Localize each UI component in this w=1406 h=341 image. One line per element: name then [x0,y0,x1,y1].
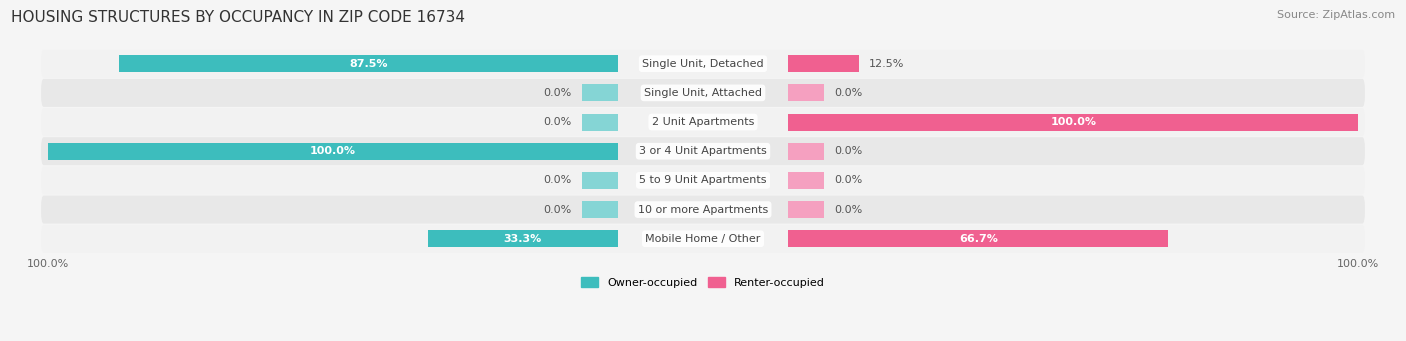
Text: 12.5%: 12.5% [869,59,904,69]
Text: 33.3%: 33.3% [503,234,543,244]
Bar [789,230,1168,247]
FancyBboxPatch shape [41,108,1365,136]
Bar [789,55,824,72]
Text: 0.0%: 0.0% [544,88,572,98]
Legend: Owner-occupied, Renter-occupied: Owner-occupied, Renter-occupied [576,273,830,293]
Text: 3 or 4 Unit Apartments: 3 or 4 Unit Apartments [640,146,766,156]
Text: 0.0%: 0.0% [544,205,572,214]
Text: Single Unit, Attached: Single Unit, Attached [644,88,762,98]
Text: 100.0%: 100.0% [1050,117,1097,127]
Text: Mobile Home / Other: Mobile Home / Other [645,234,761,244]
Bar [789,230,824,247]
Bar [789,114,1358,131]
Text: 10 or more Apartments: 10 or more Apartments [638,205,768,214]
Bar [48,143,617,160]
Text: HOUSING STRUCTURES BY OCCUPANCY IN ZIP CODE 16734: HOUSING STRUCTURES BY OCCUPANCY IN ZIP C… [11,10,465,25]
Text: 0.0%: 0.0% [834,205,862,214]
Bar [582,114,617,131]
FancyBboxPatch shape [41,137,1365,165]
Bar [427,230,617,247]
Bar [582,143,617,160]
Text: 5 to 9 Unit Apartments: 5 to 9 Unit Apartments [640,175,766,186]
Bar [789,55,859,72]
Text: 100.0%: 100.0% [309,146,356,156]
Bar [789,143,824,160]
Bar [582,172,617,189]
Bar [582,230,617,247]
FancyBboxPatch shape [41,225,1365,253]
Bar [582,85,617,101]
Bar [582,201,617,218]
Text: 66.7%: 66.7% [959,234,998,244]
Bar [789,201,824,218]
Bar [120,55,617,72]
Text: 0.0%: 0.0% [544,117,572,127]
Bar [789,172,824,189]
Text: 87.5%: 87.5% [349,59,388,69]
Bar [789,114,824,131]
Bar [789,85,824,101]
Text: Source: ZipAtlas.com: Source: ZipAtlas.com [1277,10,1395,20]
Text: 0.0%: 0.0% [834,175,862,186]
FancyBboxPatch shape [41,166,1365,194]
Text: 0.0%: 0.0% [834,88,862,98]
Text: Single Unit, Detached: Single Unit, Detached [643,59,763,69]
Text: 0.0%: 0.0% [544,175,572,186]
FancyBboxPatch shape [41,195,1365,224]
FancyBboxPatch shape [41,50,1365,78]
Bar [582,55,617,72]
FancyBboxPatch shape [41,79,1365,107]
Text: 2 Unit Apartments: 2 Unit Apartments [652,117,754,127]
Text: 0.0%: 0.0% [834,146,862,156]
